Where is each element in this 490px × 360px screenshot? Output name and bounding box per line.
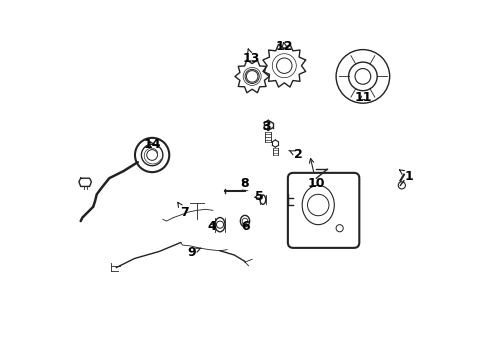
Text: 11: 11 [354,91,371,104]
Text: 12: 12 [275,40,293,53]
Text: 4: 4 [208,220,217,233]
Text: 2: 2 [289,148,303,162]
Text: 6: 6 [242,220,250,233]
Text: 14: 14 [144,139,161,152]
Text: 7: 7 [178,202,189,219]
Text: 8: 8 [241,177,249,190]
Text: 3: 3 [262,120,271,133]
Text: 13: 13 [243,49,260,65]
Text: 1: 1 [399,170,414,183]
Text: 5: 5 [255,190,264,203]
Text: 10: 10 [308,158,325,190]
Text: 9: 9 [187,246,201,258]
